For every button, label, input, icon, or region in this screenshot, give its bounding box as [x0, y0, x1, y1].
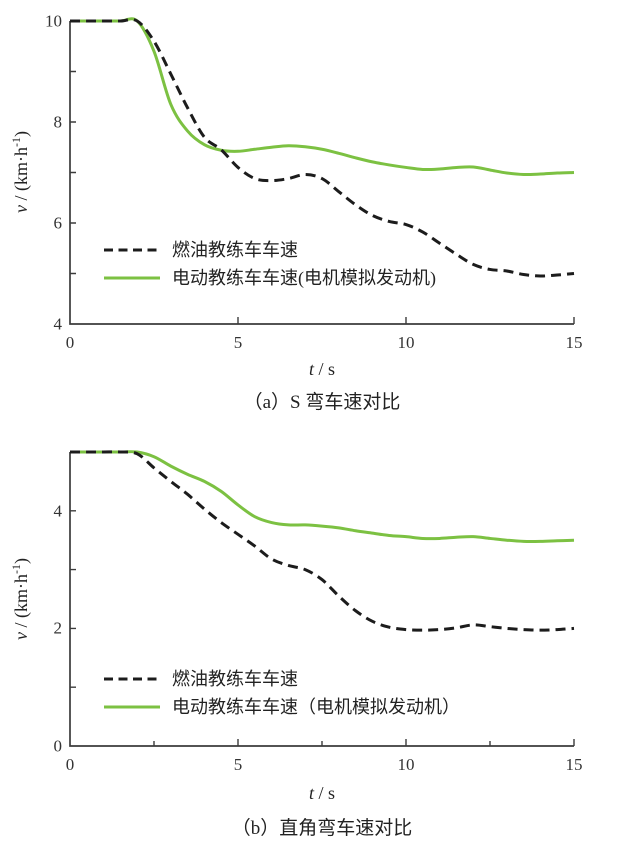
y-axis-unit-exponent: -1	[9, 564, 23, 574]
legend-row-fuel: 燃油教练车车速	[103, 665, 460, 693]
chart-a-plot	[69, 17, 575, 325]
fuel-dashed-line-swatch	[104, 248, 160, 252]
x-axis-symbol: t	[308, 359, 314, 379]
series-line-electric	[70, 17, 575, 177]
x-axis-symbol: t	[308, 783, 314, 803]
chart-b-legend: 燃油教练车车速 电动教练车车速（电机模拟发动机）	[103, 665, 460, 721]
legend-row-fuel: 燃油教练车车速	[103, 236, 436, 264]
y-tick-label: 6	[53, 213, 63, 233]
legend-row-electric: 电动教练车车速（电机模拟发动机）	[103, 693, 460, 721]
y-axis-unit: / (km·h	[11, 574, 31, 632]
y-tick-label: 10	[45, 11, 62, 31]
chart-a-legend: 燃油教练车车速 电动教练车车速(电机模拟发动机)	[103, 236, 436, 292]
legend-label-fuel: 燃油教练车车速	[172, 669, 298, 689]
chart-a-y-axis-label: v / (km·h-1)	[9, 131, 31, 213]
series-line-fuel	[70, 18, 575, 278]
y-axis-symbol: v	[11, 632, 31, 640]
x-tick-label: 0	[65, 333, 75, 352]
chart-a-x-axis-label: t / s	[309, 360, 335, 378]
electric-solid-line-swatch	[104, 276, 160, 280]
x-tick-label: 15	[565, 755, 583, 774]
series-line-electric	[70, 450, 575, 543]
legend-label-fuel: 燃油教练车车速	[172, 240, 298, 260]
y-axis-unit: / (km·h	[11, 147, 31, 205]
chart-b-caption: （b）直角弯车速对比	[231, 818, 413, 839]
legend-row-electric: 电动教练车车速(电机模拟发动机)	[103, 264, 436, 292]
y-axis-unit-close: )	[11, 558, 31, 564]
y-axis-unit-exponent: -1	[9, 137, 23, 147]
x-tick-label: 10	[397, 333, 415, 352]
electric-solid-line-swatch	[104, 705, 160, 709]
y-axis-symbol: v	[11, 205, 31, 213]
y-tick-label: 4	[53, 314, 63, 334]
chart-b-y-axis-label: v / (km·h-1)	[9, 558, 31, 640]
y-tick-label: 8	[53, 112, 63, 132]
x-tick-label: 5	[233, 755, 243, 774]
legend-label-electric: 电动教练车车速(电机模拟发动机)	[172, 268, 436, 288]
x-tick-label: 10	[397, 755, 415, 774]
tick-marks	[70, 70, 575, 324]
y-tick-label: 0	[53, 736, 63, 756]
tick-marks	[70, 510, 575, 746]
x-tick-label: 0	[65, 755, 75, 774]
legend-label-electric: 电动教练车车速（电机模拟发动机）	[172, 697, 460, 717]
chart-b-plot	[69, 450, 575, 747]
series-line-fuel	[70, 450, 575, 632]
x-tick-label: 15	[565, 333, 583, 352]
y-tick-label: 4	[53, 501, 63, 521]
x-axis-unit: / s	[314, 783, 336, 803]
x-axis-unit: / s	[314, 359, 336, 379]
fuel-dashed-line-swatch	[104, 677, 160, 681]
y-axis-unit-close: )	[11, 131, 31, 137]
chart-b-x-axis-label: t / s	[309, 784, 335, 802]
y-tick-label: 2	[53, 618, 63, 638]
chart-a-caption: （a）S 弯车速对比	[243, 392, 401, 413]
x-tick-label: 5	[233, 333, 243, 352]
